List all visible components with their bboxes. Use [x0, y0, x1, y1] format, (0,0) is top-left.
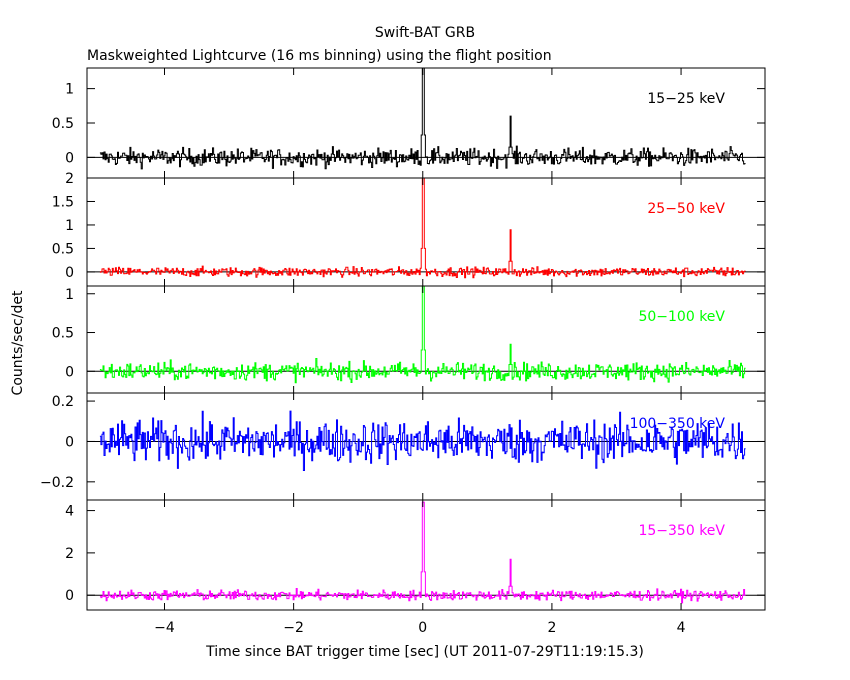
y-tick-label: −0.2	[40, 475, 74, 491]
panels-group: 0 0.5 1 15−25 keV 0 0.5 1 1.5 2 25−50 keV 0 0.5 1 50−…	[40, 67, 766, 636]
panel-label-4: 15−350 keV	[638, 523, 725, 539]
y-tick-label: 2	[65, 546, 74, 562]
panel-label-0: 15−25 keV	[647, 91, 725, 107]
x-tick-label: 0	[418, 620, 427, 636]
x-tick-label: −2	[283, 620, 304, 636]
x-tick-label: 2	[547, 620, 556, 636]
x-tick-label: −4	[154, 620, 175, 636]
y-tick-label: 0.2	[52, 394, 74, 410]
panel-label-1: 25−50 keV	[647, 201, 725, 217]
x-axis-label: Time since BAT trigger time [sec] (UT 20…	[205, 644, 644, 660]
lightcurve-trace-2	[99, 285, 746, 384]
y-tick-label: 0.5	[52, 326, 74, 342]
chart-subtitle: Maskweighted Lightcurve (16 ms binning) …	[87, 48, 552, 64]
y-tick-label: 2	[65, 171, 74, 187]
y-axis-label: Counts/sec/det	[10, 290, 26, 395]
y-tick-label: 0.5	[52, 116, 74, 132]
lightcurve-trace-1	[99, 177, 746, 279]
y-tick-label: 0	[65, 434, 74, 450]
panel-label-3: 100−350 keV	[630, 416, 726, 432]
y-tick-label: 0	[65, 150, 74, 166]
y-tick-label: 1.5	[52, 194, 74, 210]
panel-frame-0	[86, 67, 766, 179]
y-tick-label: 0	[65, 364, 74, 380]
y-tick-label: 1	[65, 82, 74, 98]
lightcurve-trace-3	[99, 410, 746, 471]
panel-frame-4	[86, 499, 766, 611]
lightcurve-trace-0	[99, 67, 746, 170]
x-tick-label: 4	[677, 620, 686, 636]
y-tick-label: 0	[65, 265, 74, 281]
y-tick-label: 0	[65, 588, 74, 604]
chart-title: Swift-BAT GRB	[375, 25, 475, 41]
y-tick-label: 0.5	[52, 241, 74, 257]
y-tick-label: 4	[65, 504, 74, 520]
panel-label-2: 50−100 keV	[638, 309, 725, 325]
y-tick-label: 1	[65, 218, 74, 234]
lightcurve-trace-4	[99, 501, 746, 604]
y-tick-label: 1	[65, 287, 74, 303]
